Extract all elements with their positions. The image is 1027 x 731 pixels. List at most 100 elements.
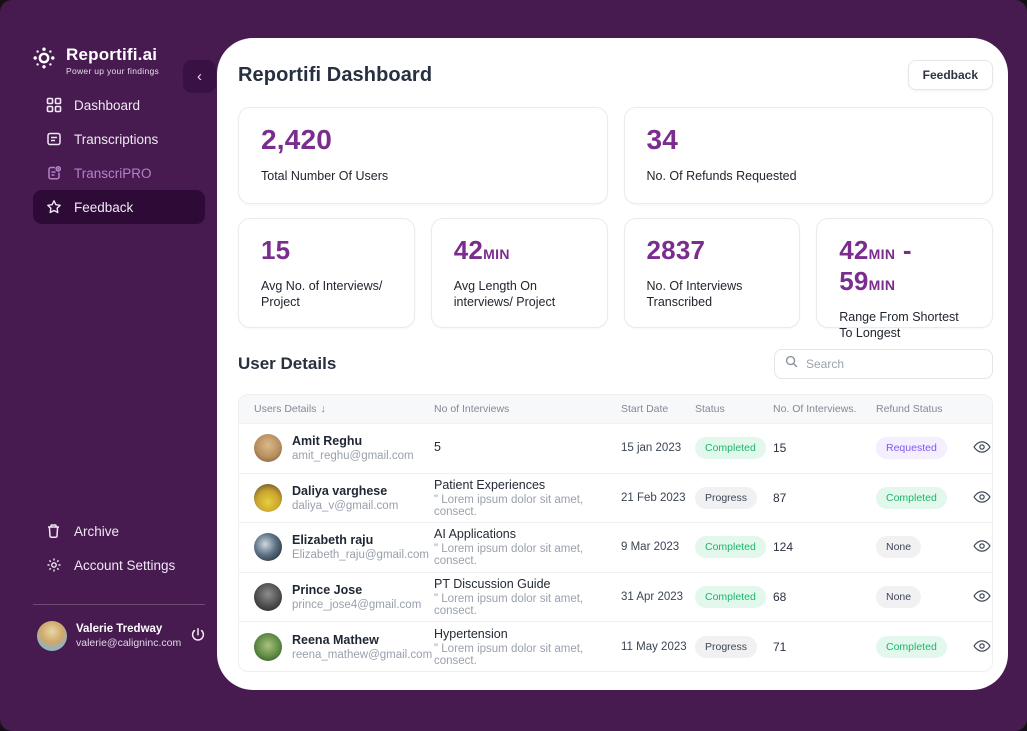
sidebar-item-feedback[interactable]: Feedback — [33, 190, 205, 224]
eye-icon — [972, 441, 992, 460]
column-no-of-interviews: No of Interviews — [434, 403, 510, 415]
page-title: Reportifi Dashboard — [238, 63, 433, 86]
refund-status-badge: None — [876, 586, 922, 609]
stat-card-interviews-transcribed: 2837 No. Of Interviews Transcribed — [623, 218, 801, 328]
stat-card-avg-length: 42MIN Avg Length On interviews/ Project — [430, 218, 608, 328]
sidebar-item-label: Archive — [74, 523, 120, 539]
column-no-of-interviews-count: No. Of Interviews. — [773, 403, 857, 415]
interview-count: 124 — [773, 540, 794, 555]
transcriptions-icon — [45, 131, 62, 148]
view-button[interactable] — [971, 487, 992, 510]
user-name: Amit Reghu — [292, 434, 363, 449]
user-name: Reena Mathew — [292, 632, 379, 647]
trash-icon — [45, 523, 62, 540]
start-date: 31 Apr 2023 — [621, 591, 684, 604]
column-users-details[interactable]: Users Details ↓ — [254, 403, 326, 415]
search-box — [774, 349, 993, 379]
table-row: Daliya varghese daliya_v@gmail.com Patie… — [239, 472, 992, 523]
table-row: Prince Jose prince_jose4@gmail.com PT Di… — [239, 571, 992, 622]
feedback-button[interactable]: Feedback — [907, 60, 993, 90]
interview-count: 71 — [773, 639, 787, 654]
interview-subtitle: " Lorem ipsum dolor sit amet, consect. — [434, 642, 584, 667]
eye-icon — [972, 491, 992, 510]
interview-count: 68 — [773, 590, 787, 605]
sidebar-item-account-settings[interactable]: Account Settings — [0, 548, 217, 582]
eye-icon — [972, 639, 992, 659]
profile-avatar — [37, 621, 67, 651]
view-button[interactable] — [971, 636, 992, 659]
sort-down-icon: ↓ — [320, 403, 326, 415]
stat-value: 2837 — [646, 235, 706, 265]
profile-row: Valerie Tredway valerie@caligninc.com — [37, 621, 205, 651]
stat-card-refunds-requested: 34 No. Of Refunds Requested — [623, 107, 993, 204]
transcripro-icon — [45, 165, 62, 182]
sidebar-collapse-button[interactable]: ‹ — [183, 60, 216, 93]
main-panel: Reportifi Dashboard Feedback 2,420 Total… — [217, 38, 1008, 690]
user-details-table: Users Details ↓ No of Interviews Start Da… — [238, 394, 993, 672]
sidebar-divider — [33, 604, 205, 605]
start-date: 11 May 2023 — [621, 640, 687, 653]
avatar — [254, 483, 282, 512]
interview-title: Hypertension — [434, 626, 508, 641]
profile-name: Valerie Tredway — [76, 623, 163, 635]
view-button[interactable] — [971, 536, 992, 559]
logout-button[interactable] — [190, 625, 206, 647]
interview-count: 15 — [773, 441, 787, 456]
refund-status-badge: None — [876, 536, 922, 559]
section-title: User Details — [238, 354, 337, 373]
logo: Reportifi.ai Power up your findings — [30, 44, 159, 77]
user-email: daliya_v@gmail.com — [292, 499, 399, 512]
main-header: Reportifi Dashboard Feedback — [238, 57, 993, 93]
avatar — [254, 434, 282, 463]
sidebar-item-transcriptions[interactable]: Transcriptions — [0, 122, 217, 156]
stat-card-range: 42MIN - 59MIN Range From Shortest To Lon… — [816, 218, 993, 340]
stat-card-avg-interviews: 15 Avg No. of Interviews/ Project — [238, 218, 415, 328]
avatar — [254, 583, 282, 612]
stat-value: 42MIN — [453, 235, 510, 265]
sidebar-item-transcripro[interactable]: TranscriPRO — [0, 156, 217, 190]
user-cell: Prince Jose prince_jose4@gmail.com — [254, 583, 434, 612]
status-badge: Completed — [695, 437, 766, 460]
interview-title: PT Discussion Guide — [434, 577, 551, 592]
column-refund-status: Refund Status — [876, 403, 943, 415]
user-name: Prince Jose — [292, 583, 363, 598]
avatar — [254, 632, 282, 661]
sidebar-item-archive[interactable]: Archive — [0, 514, 217, 548]
eye-icon — [972, 540, 992, 559]
chevron-left-icon: ‹ — [197, 68, 202, 85]
user-email: Elizabeth_raju@gmail.com — [292, 549, 429, 562]
stat-value: 42MIN - 59MIN — [839, 235, 912, 296]
sidebar-item-dashboard[interactable]: Dashboard — [0, 88, 217, 122]
refund-status-badge: Completed — [876, 486, 947, 509]
stats-row-1: 2,420 Total Number Of Users 34 No. Of Re… — [238, 107, 993, 204]
view-button[interactable] — [971, 586, 992, 608]
stat-label: Avg Length On interviews/ Project — [453, 279, 556, 310]
status-badge: Progress — [695, 486, 758, 509]
interview-subtitle: " Lorem ipsum dolor sit amet, consect. — [434, 493, 584, 518]
user-cell: Elizabeth raju Elizabeth_raju@gmail.com — [254, 533, 434, 562]
stat-label: Total Number Of Users — [261, 169, 389, 183]
table-row: Amit Reghu amit_reghu@gmail.com 5 15 jan… — [239, 423, 992, 473]
stat-label: No. Of Refunds Requested — [646, 169, 797, 183]
sidebar-footer: Archive Account Settings Valerie Tredway… — [0, 514, 217, 651]
stat-label: Avg No. of Interviews/ Project — [261, 279, 383, 310]
search-icon — [785, 355, 798, 373]
reportifi-logo-icon — [30, 44, 58, 77]
interview-title: Patient Experiences — [434, 477, 546, 492]
user-name: Elizabeth raju — [292, 533, 374, 548]
sidebar: Reportifi.ai Power up your findings ‹ Da… — [0, 0, 217, 731]
user-name: Daliya varghese — [292, 483, 388, 498]
stat-value: 2,420 — [261, 124, 333, 155]
view-button[interactable] — [971, 437, 992, 460]
stats-row-2: 15 Avg No. of Interviews/ Project 42MIN … — [238, 218, 993, 340]
search-input[interactable] — [806, 357, 982, 371]
status-badge: Completed — [695, 536, 766, 559]
interview-title: AI Applications — [434, 527, 516, 542]
interview-subtitle: " Lorem ipsum dolor sit amet, consect. — [434, 543, 584, 568]
column-status: Status — [695, 403, 725, 415]
stat-value: 34 — [646, 124, 679, 155]
column-start-date: Start Date — [621, 403, 669, 415]
user-email: prince_jose4@gmail.com — [292, 599, 422, 612]
sidebar-item-label: Account Settings — [74, 557, 176, 573]
refund-status-badge: Requested — [876, 437, 947, 460]
